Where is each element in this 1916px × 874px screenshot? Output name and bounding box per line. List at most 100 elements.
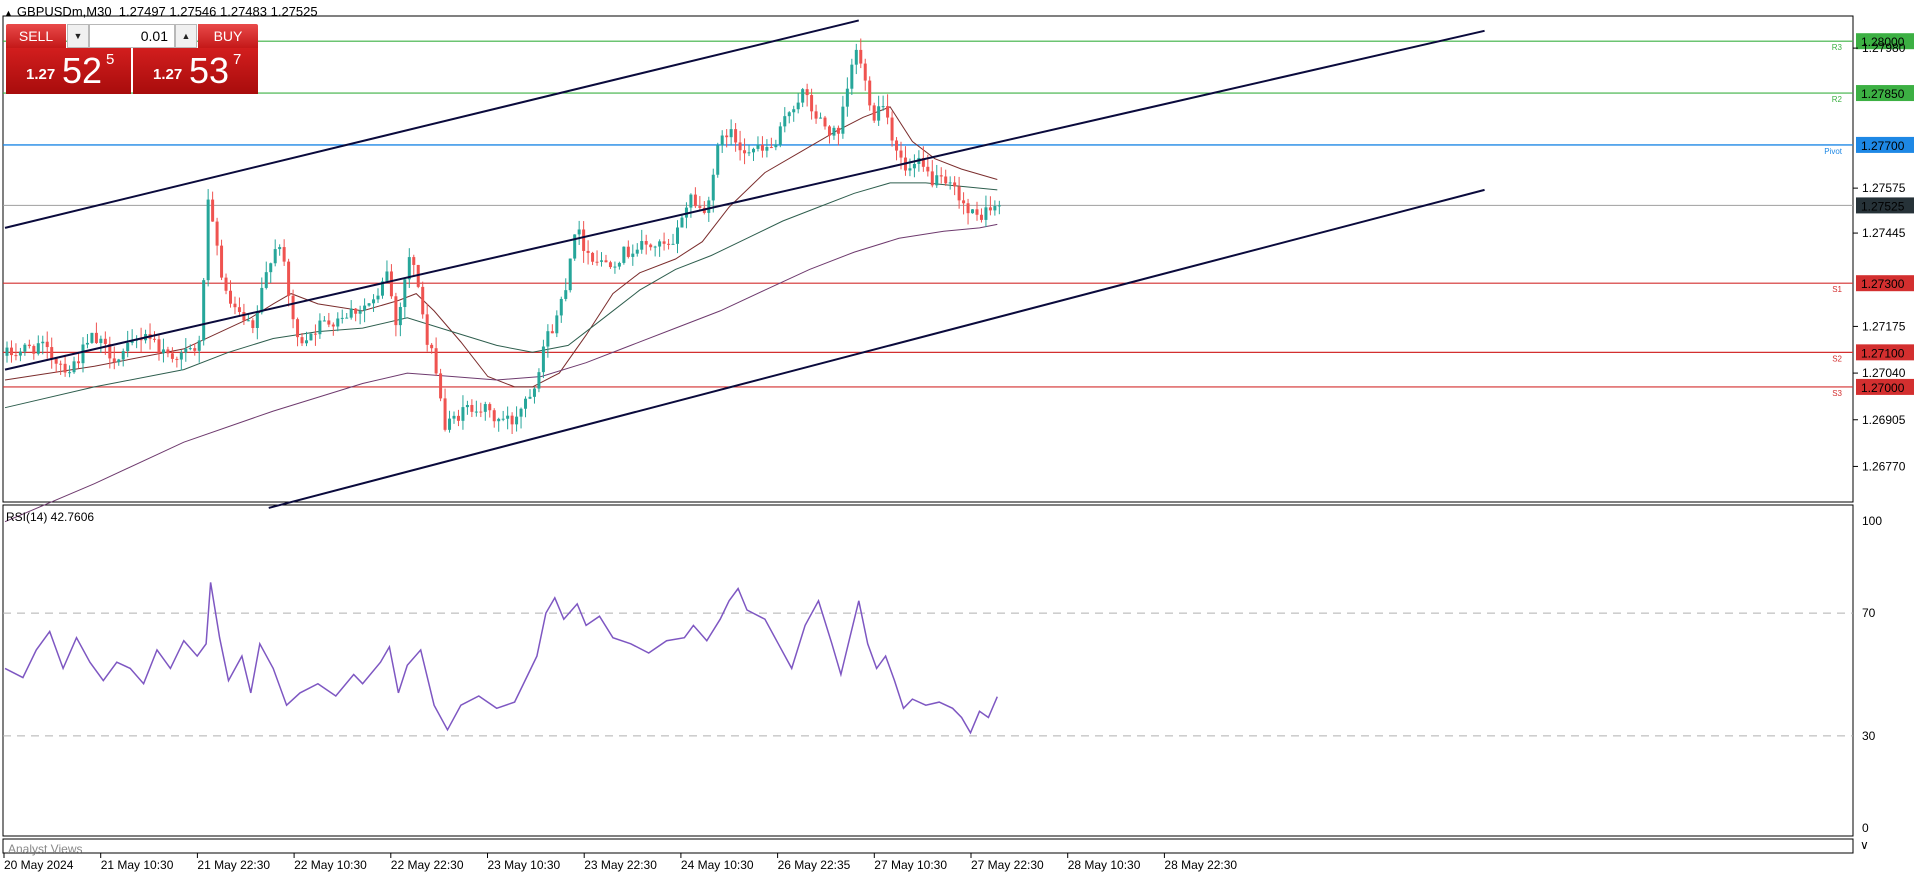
candle-body [997, 205, 1001, 207]
candle-body [988, 207, 992, 211]
level-price-box [1856, 344, 1914, 361]
candle-body [845, 88, 849, 107]
level-price-box [1856, 378, 1914, 395]
candle-body [711, 174, 715, 201]
analyst-views-label[interactable]: Analyst Views [8, 842, 83, 856]
candle-body [591, 252, 595, 262]
candle-body [296, 319, 300, 338]
candle-body [890, 117, 894, 141]
one-click-trading-panel: SELL ▼ ▲ BUY 1.27 52 5 1.27 53 7 [6, 24, 258, 96]
channel-line [268, 188, 1485, 509]
buy-price-fraction: 7 [233, 51, 242, 68]
candle-body [345, 317, 349, 319]
candle-body [814, 111, 818, 119]
candle-body [336, 318, 340, 327]
time-tick-label: 27 May 10:30 [874, 858, 947, 872]
candle-body [41, 341, 45, 344]
candle-body [805, 89, 809, 96]
lot-decrease-icon[interactable]: ▼ [67, 24, 89, 48]
candle-body [5, 347, 9, 356]
candle-body [613, 266, 617, 268]
level-tag: Pivot [1824, 147, 1843, 156]
time-tick-label: 26 May 22:35 [778, 858, 851, 872]
buy-price-box[interactable]: 1.27 53 7 [133, 48, 258, 94]
candle-body [448, 418, 452, 430]
time-tick-label: 23 May 22:30 [584, 858, 657, 872]
candle-body [45, 341, 49, 348]
symbol-label: GBPUSDm,M30 [16, 4, 112, 19]
level-tag: S3 [1832, 389, 1842, 398]
candle-body [559, 298, 563, 316]
candle-body [801, 89, 805, 103]
candle-body [497, 418, 501, 422]
candle-body [832, 127, 836, 136]
collapse-triangle-icon[interactable]: ▲ [4, 8, 13, 18]
candle-body [474, 411, 478, 413]
candle-body [635, 249, 639, 254]
candle-body [278, 247, 282, 250]
lot-size-input[interactable] [89, 24, 175, 48]
sell-price-box[interactable]: 1.27 52 5 [6, 48, 131, 94]
time-tick-label: 22 May 10:30 [294, 858, 367, 872]
candle-body [421, 286, 425, 315]
candle-body [680, 217, 684, 228]
candle-body [778, 126, 782, 145]
candle-body [689, 194, 693, 208]
candle-body [327, 320, 331, 325]
candle-body [85, 342, 89, 345]
candle-body [126, 342, 130, 352]
time-tick-label: 23 May 10:30 [488, 858, 561, 872]
candle-body [676, 227, 679, 244]
candle-body [926, 166, 930, 172]
candle-body [452, 415, 456, 419]
candle-body [738, 142, 742, 151]
candle-body [470, 405, 474, 412]
candle-body [465, 405, 469, 408]
candle-body [836, 127, 840, 134]
level-tag: S1 [1832, 285, 1842, 294]
candle-body [331, 324, 335, 327]
rsi-tick-label: 0 [1862, 821, 1869, 835]
candle-body [617, 262, 621, 267]
lot-increase-icon[interactable]: ▲ [175, 24, 197, 48]
candle-body [877, 106, 881, 121]
candle-body [202, 280, 206, 341]
candle-body [260, 287, 264, 313]
candle-body [895, 140, 899, 151]
price-tick-label: 1.26905 [1862, 413, 1906, 427]
candle-body [179, 352, 183, 360]
candle-body [649, 244, 653, 248]
candle-body [237, 307, 241, 313]
candle-body [550, 331, 554, 334]
time-tick-label: 27 May 22:30 [971, 858, 1044, 872]
price-tick-label: 1.27980 [1862, 41, 1906, 55]
buy-button[interactable]: BUY [198, 24, 258, 48]
candle-body [130, 340, 134, 343]
candle-body [993, 206, 997, 211]
sell-button[interactable]: SELL [6, 24, 66, 48]
candle-body [564, 290, 568, 299]
level-price-label: 1.27700 [1861, 139, 1905, 153]
rsi-tick-label: 100 [1862, 514, 1882, 528]
candle-body [479, 411, 483, 413]
rsi-tick-label: 30 [1862, 729, 1876, 743]
candle-body [881, 106, 885, 108]
candle-body [108, 343, 112, 359]
candle-body [734, 129, 738, 143]
level-price-box [1856, 275, 1914, 292]
level-price-box [1856, 85, 1914, 102]
candle-body [354, 308, 358, 314]
candle-body [962, 200, 966, 204]
candle-body [555, 315, 559, 334]
candle-body [975, 209, 979, 215]
candle-body [935, 175, 939, 186]
candle-body [573, 234, 577, 259]
candle-body [439, 373, 443, 399]
candle-body [787, 112, 791, 117]
candle-body [358, 310, 362, 314]
axis-layer: 1.27980 1.27575 1.27445 1.27175 1.27040 1.269… [3, 41, 1906, 872]
candle-body [59, 363, 63, 365]
candle-body [425, 314, 429, 345]
candle-body [756, 144, 760, 149]
